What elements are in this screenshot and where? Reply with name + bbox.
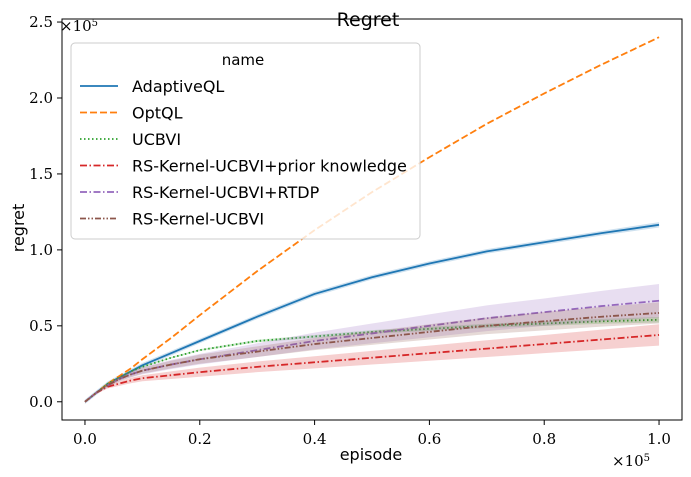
chart-title: Regret — [337, 9, 400, 31]
plot-area — [84, 36, 660, 405]
legend-entry-label: OptQL — [132, 104, 183, 123]
y-tick-label: 1.5 — [29, 165, 53, 183]
x-axis-offset-exponent: 5 — [644, 453, 650, 464]
x-tick-label: 0.8 — [532, 430, 556, 448]
series-line-ucbvi — [84, 318, 660, 403]
y-axis-offset-base: ×10 — [60, 17, 92, 35]
x-axis-ticks: 0.0 0.2 0.4 0.6 0.8 1.0 — [73, 420, 671, 448]
y-tick-label: 2.5 — [29, 13, 53, 31]
y-tick-label: 1.0 — [29, 241, 53, 259]
confidence-band-rs-kernel-ucbvi-prior-knowledge — [84, 324, 660, 403]
y-tick-label: 0.5 — [29, 317, 53, 335]
y-axis-offset-label: ×105 — [60, 17, 98, 35]
x-tick-label: 0.2 — [188, 430, 212, 448]
plot-frame — [61, 18, 683, 421]
x-tick-label: 0.0 — [73, 430, 97, 448]
confidence-band-rs-kernel-ucbvi — [84, 302, 660, 403]
legend: name AdaptiveQL OptQL UCBVI RS-Kernel-UCBVI+… — [70, 42, 421, 240]
x-tick-label: 0.4 — [303, 430, 327, 448]
legend-box — [70, 42, 421, 240]
x-axis-offset-base: ×10 — [612, 452, 644, 470]
y-axis-ticks: 0.0 0.5 1.0 1.5 2.0 2.5 — [29, 13, 62, 411]
y-tick-label: 0.0 — [29, 393, 53, 411]
legend-title: name — [222, 51, 265, 69]
y-axis-label: regret — [9, 204, 28, 253]
legend-entry-label: RS-Kernel-UCBVI — [132, 210, 264, 229]
series-line-rs-kernel-ucbvi-prior-knowledge — [84, 334, 660, 403]
legend-entry-label: RS-Kernel-UCBVI+prior knowledge — [132, 157, 407, 176]
confidence-band-rs-kernel-ucbvi-rtdp — [84, 284, 660, 403]
legend-entry-label: AdaptiveQL — [132, 77, 224, 96]
x-tick-label: 0.6 — [417, 430, 441, 448]
series-line-rs-kernel-ucbvi — [84, 312, 660, 403]
x-axis-label: episode — [340, 445, 403, 464]
y-axis-offset-exponent: 5 — [92, 18, 98, 29]
y-tick-label: 2.0 — [29, 89, 53, 107]
x-axis-offset-label: ×105 — [612, 452, 650, 470]
legend-entry-label: RS-Kernel-UCBVI+RTDP — [132, 183, 320, 202]
x-tick-label: 1.0 — [647, 430, 671, 448]
legend-entry-label: UCBVI — [132, 130, 181, 149]
